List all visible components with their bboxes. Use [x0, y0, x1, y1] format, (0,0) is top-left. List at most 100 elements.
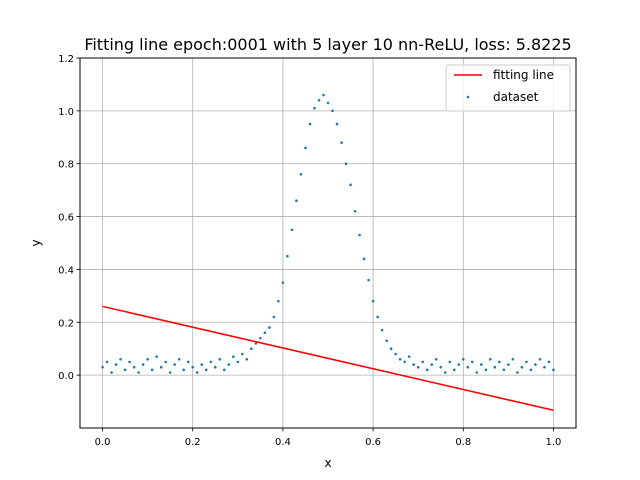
dataset-point — [412, 363, 415, 366]
dataset-point — [141, 363, 145, 366]
dataset-point — [204, 368, 208, 372]
x-tick-label: 0.4 — [275, 437, 291, 448]
dataset-point — [114, 363, 118, 366]
y-tick-label: 1.2 — [58, 54, 74, 65]
dataset-point — [493, 365, 497, 369]
dataset-point — [209, 360, 213, 364]
dataset-point — [389, 347, 393, 351]
dataset-point — [155, 355, 158, 358]
grid-lines — [80, 57, 576, 428]
dataset-point — [110, 371, 113, 374]
dataset-point — [222, 368, 226, 372]
dataset-point — [259, 336, 262, 340]
dataset-point — [538, 357, 542, 361]
dataset-point — [484, 368, 488, 372]
dataset-point — [200, 363, 204, 366]
dataset-point — [164, 360, 167, 364]
dataset-point — [398, 357, 402, 361]
dataset-point — [480, 363, 483, 366]
dataset-point — [101, 365, 104, 369]
dataset-point — [128, 360, 131, 364]
dataset-point — [168, 371, 172, 374]
dataset-point — [362, 257, 366, 261]
dataset-point — [241, 352, 244, 356]
plot-data — [101, 93, 555, 412]
dataset-point — [317, 98, 321, 102]
dataset-point — [425, 368, 429, 372]
dataset-point — [457, 363, 461, 366]
dataset-point — [290, 228, 294, 232]
y-tick-label: 0.6 — [58, 213, 74, 224]
plot-frame — [79, 57, 577, 429]
dataset-point — [308, 122, 312, 126]
dataset-point — [344, 162, 348, 166]
dataset-point — [470, 360, 474, 364]
legend-fitting-line-label: fitting line — [493, 68, 554, 82]
dataset-point — [195, 371, 199, 374]
dataset-point — [245, 357, 249, 361]
x-tick-label: 0.0 — [95, 437, 111, 448]
dataset-point — [254, 342, 258, 345]
dataset-point — [335, 122, 339, 126]
dataset-point — [421, 360, 424, 364]
dataset-point — [511, 357, 515, 361]
dataset-point — [281, 281, 285, 284]
dataset-point — [218, 357, 222, 361]
dataset-point — [448, 360, 452, 364]
dataset-point — [326, 101, 330, 105]
dataset-point — [543, 365, 546, 369]
dataset-point — [547, 360, 551, 364]
dataset-point — [213, 365, 217, 369]
dataset-point — [173, 363, 176, 366]
dataset-point — [105, 360, 109, 364]
legend: fitting line dataset — [445, 64, 571, 112]
dataset-point — [150, 368, 154, 372]
dataset-point — [299, 172, 303, 176]
dataset-point — [466, 365, 470, 369]
dataset-point — [380, 328, 384, 332]
dataset-point — [498, 360, 501, 364]
dataset-point — [263, 331, 267, 335]
dataset-point — [119, 357, 122, 361]
dataset-point — [295, 199, 298, 203]
dataset-point — [475, 371, 479, 374]
dataset-point — [123, 368, 127, 372]
dataset-point — [159, 365, 163, 369]
dataset-point — [250, 347, 253, 351]
dataset-point — [272, 315, 276, 319]
dataset-point — [434, 357, 438, 361]
x-tick-label: 0.8 — [455, 437, 471, 448]
y-tick-label: 0.8 — [58, 160, 74, 171]
x-tick-label: 1.0 — [546, 437, 562, 448]
dataset-point — [268, 326, 271, 329]
legend-box — [445, 64, 571, 112]
dataset-point — [439, 365, 443, 369]
dataset-point — [353, 209, 357, 213]
dataset-point — [331, 109, 334, 113]
y-tick-label: 1.0 — [58, 107, 74, 118]
dataset-point — [313, 106, 316, 110]
dataset-point — [385, 339, 388, 343]
dataset-point — [529, 368, 533, 372]
dataset-point — [304, 146, 307, 150]
dataset-point — [489, 357, 492, 361]
x-tick-label: 0.6 — [365, 437, 381, 448]
dataset-point — [534, 363, 537, 366]
dataset-point — [525, 360, 528, 364]
dataset-point — [146, 357, 149, 361]
dataset-point — [394, 352, 397, 356]
dataset-point — [452, 368, 456, 372]
dataset-point — [227, 363, 231, 366]
y-tick-label: 0.0 — [58, 371, 74, 382]
dataset-point — [358, 233, 361, 237]
legend-dataset-label: dataset — [493, 90, 539, 104]
y-tick-label: 0.4 — [58, 265, 74, 276]
fitting-line — [102, 305, 554, 412]
dataset-point — [416, 365, 420, 369]
dataset-point — [186, 360, 190, 364]
dataset-point — [403, 360, 406, 364]
dataset-point — [443, 371, 447, 374]
dataset-point — [507, 363, 510, 366]
dataset-point — [340, 141, 343, 144]
